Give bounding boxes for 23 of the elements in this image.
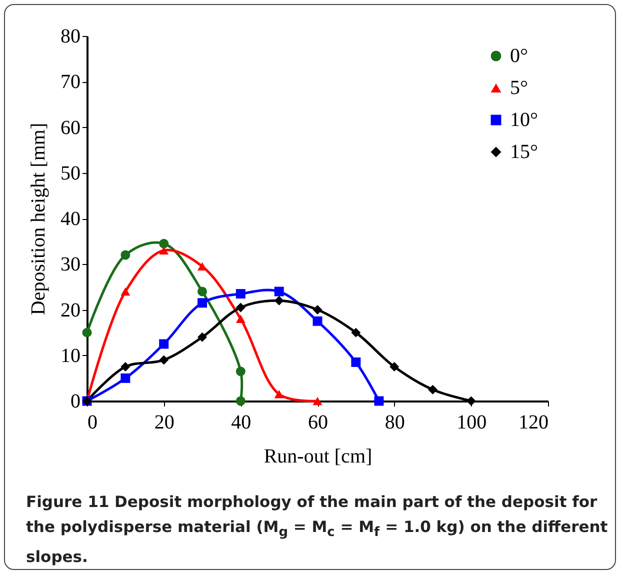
y-tick-label: 70: [60, 71, 80, 94]
y-tick-label: 0: [70, 390, 80, 412]
legend-label: 15°: [510, 141, 538, 163]
x-tick-label: 120: [518, 412, 548, 434]
x-tick-label: 100: [456, 412, 487, 434]
y-tick-label: 20: [60, 299, 80, 322]
legend-label: 5°: [510, 77, 528, 99]
y-tick-label: 30: [60, 254, 80, 276]
y-tick-label: 80: [60, 26, 80, 48]
y-tick-label: 40: [60, 208, 80, 230]
y-tick-label: 60: [60, 116, 80, 139]
x-tick-label: 40: [231, 412, 252, 434]
legend-label: 10°: [510, 109, 538, 131]
y-tick-label: 10: [60, 344, 80, 367]
x-tick-label: 0: [88, 412, 98, 434]
x-tick-label: 60: [308, 412, 328, 434]
x-tick-label: 80: [384, 412, 405, 434]
x-axis-title: Run-out [cm]: [264, 446, 372, 468]
x-tick-label: 20: [154, 412, 174, 434]
legend-label: 0°: [510, 45, 528, 67]
y-axis-title: Deposition height [mm]: [28, 122, 50, 316]
text: Figure 11 Deposit morphology of the main part of the deposit for the polydisperse material (M$_{g}$ = M$_{c}$ = M$_{f}$ = 1.0 kg) on the different slopes.: [26, 493, 608, 566]
y-tick-label: 50: [60, 162, 80, 184]
